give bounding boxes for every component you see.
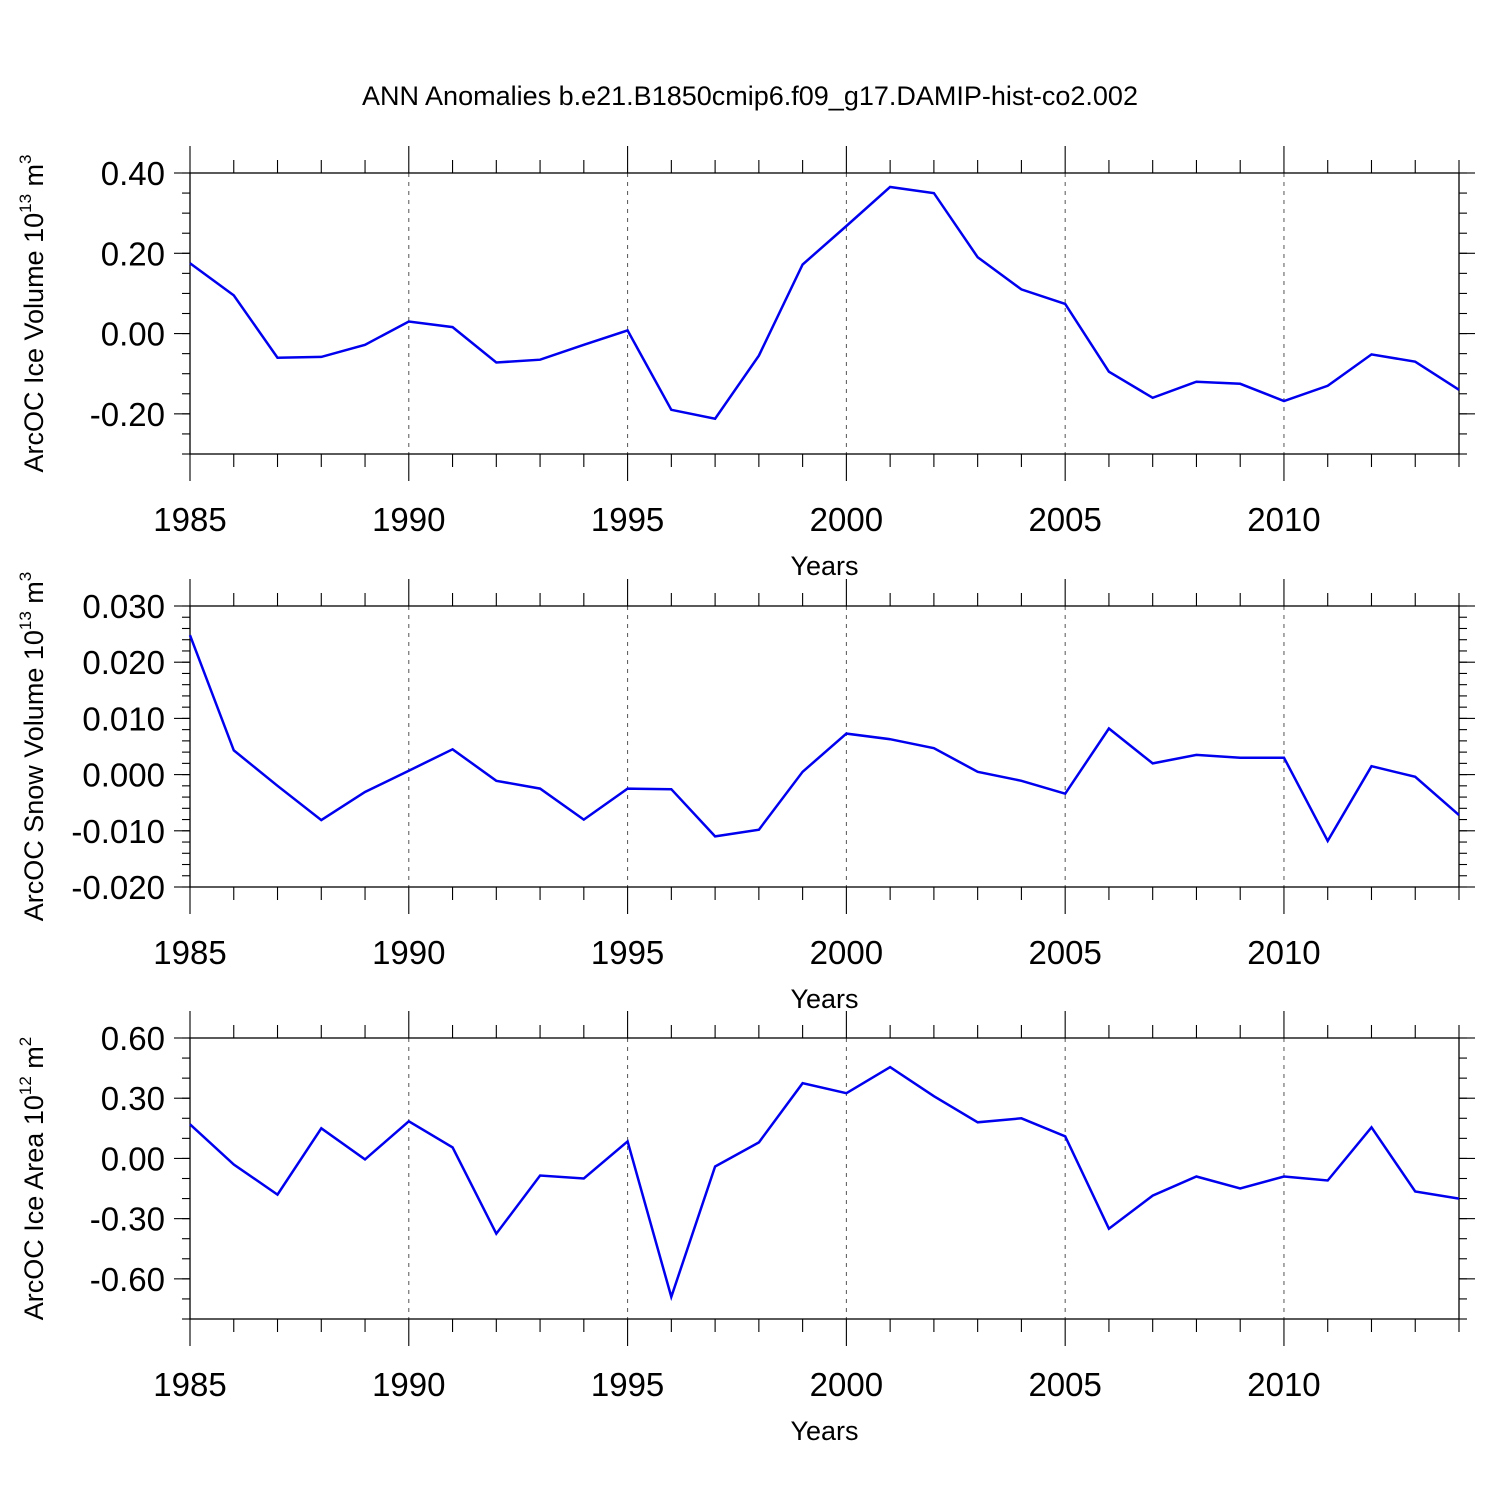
x-tick-label: 1990 bbox=[372, 501, 445, 538]
x-tick-label: 2005 bbox=[1028, 501, 1101, 538]
y-axis-title-unit-exponent: 3 bbox=[16, 572, 35, 581]
y-tick-label: -0.010 bbox=[71, 813, 165, 850]
y-axis-title-text: ArcOC Ice Area 10 bbox=[19, 1095, 49, 1320]
y-tick-label: 0.00 bbox=[101, 316, 165, 353]
x-tick-label: 1985 bbox=[153, 1366, 226, 1403]
x-tick-label: 2000 bbox=[810, 934, 883, 971]
y-tick-label: 0.60 bbox=[101, 1020, 165, 1057]
x-tick-label: 2000 bbox=[810, 501, 883, 538]
x-axis-title: Years bbox=[790, 984, 858, 1014]
y-axis-title: ArcOC Ice Volume 1013 m3 bbox=[16, 154, 49, 472]
y-tick-label: 0.30 bbox=[101, 1080, 165, 1117]
plot-frame bbox=[189, 605, 1460, 888]
x-tick-label: 1990 bbox=[372, 934, 445, 971]
x-tick-label: 1995 bbox=[591, 934, 664, 971]
y-axis-title-unit-exponent: 3 bbox=[16, 154, 35, 163]
x-axis-title: Years bbox=[790, 1416, 858, 1446]
series-line bbox=[189, 185, 1460, 421]
y-axis-title-exponent: 13 bbox=[16, 611, 35, 630]
panel-3: 0.60 0.30 0.00 -0.30 -0.60 1985 1990 1995 2000 20… bbox=[16, 1011, 1475, 1446]
y-tick-label: 0.030 bbox=[82, 588, 165, 625]
x-tick-label: 2005 bbox=[1028, 1366, 1101, 1403]
x-tick-label: 1990 bbox=[372, 1366, 445, 1403]
y-axis-title-text: ArcOC Snow Volume 10 bbox=[19, 630, 49, 921]
x-tick-label: 1985 bbox=[153, 501, 226, 538]
y-tick-label: -0.30 bbox=[90, 1201, 165, 1238]
y-axis-title-unit-exponent: 2 bbox=[16, 1037, 35, 1046]
chart-title: ANN Anomalies b.e21.B1850cmip6.f09_g17.D… bbox=[362, 81, 1138, 111]
y-axis-title: ArcOC Ice Area 1012 m2 bbox=[16, 1037, 49, 1321]
x-tick-label: 1995 bbox=[591, 501, 664, 538]
y-axis-title-unit: m bbox=[19, 581, 49, 611]
y-axis-title-unit: m bbox=[19, 1046, 49, 1076]
y-axis-title-exponent: 13 bbox=[16, 194, 35, 213]
y-axis-title-text: ArcOC Ice Volume 10 bbox=[19, 213, 49, 473]
series-line bbox=[189, 1065, 1460, 1302]
plot-frame bbox=[189, 172, 1460, 455]
y-tick-label: 0.00 bbox=[101, 1140, 165, 1177]
y-tick-label: 0.020 bbox=[82, 644, 165, 681]
x-tick-label: 2005 bbox=[1028, 934, 1101, 971]
y-tick-label: 0.000 bbox=[82, 757, 165, 794]
x-tick-label: 2010 bbox=[1247, 934, 1320, 971]
x-tick-label: 2010 bbox=[1247, 1366, 1320, 1403]
y-tick-label: 0.010 bbox=[82, 700, 165, 737]
panel-2: 0.030 0.020 0.010 0.000 -0.010 -0.020 1985 1990… bbox=[16, 572, 1475, 1014]
x-tick-label: 2000 bbox=[810, 1366, 883, 1403]
y-tick-label: -0.60 bbox=[90, 1261, 165, 1298]
series-line bbox=[188, 634, 1460, 844]
x-tick-label: 2010 bbox=[1247, 501, 1320, 538]
y-tick-label: -0.20 bbox=[90, 396, 165, 433]
x-tick-label: 1985 bbox=[153, 934, 226, 971]
y-tick-label: -0.020 bbox=[71, 869, 165, 906]
y-tick-label: 0.20 bbox=[101, 235, 165, 272]
y-axis-title: ArcOC Snow Volume 1013 m3 bbox=[16, 572, 49, 922]
x-axis-title: Years bbox=[790, 551, 858, 581]
y-axis-title-unit: m bbox=[19, 164, 49, 194]
x-tick-label: 1995 bbox=[591, 1366, 664, 1403]
panel-1: 0.40 0.20 0.00 -0.20 1985 1990 1995 2000 2005 201… bbox=[16, 146, 1475, 581]
y-axis-title-exponent: 12 bbox=[16, 1076, 35, 1095]
plot-frame bbox=[189, 1037, 1460, 1320]
chart-panels: 0.40 0.20 0.00 -0.20 1985 1990 1995 2000 2005 201… bbox=[16, 146, 1475, 1446]
y-tick-label: 0.40 bbox=[101, 155, 165, 192]
